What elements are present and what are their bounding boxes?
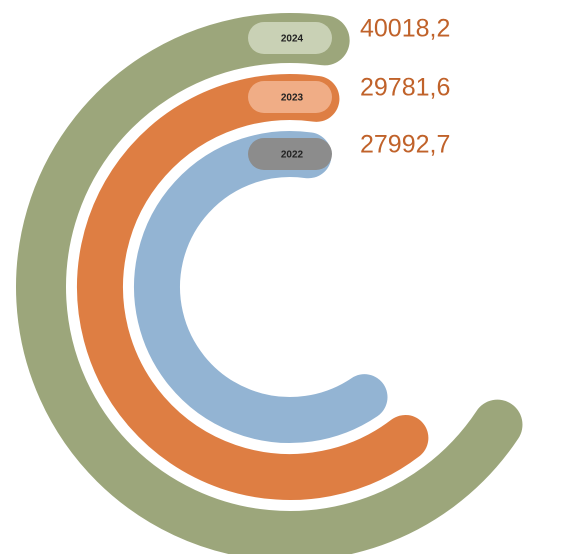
year-label: 2022 (281, 150, 304, 161)
ring-bar (134, 131, 388, 443)
value-label: 29781,6 (360, 74, 450, 102)
value-label: 27992,7 (360, 131, 450, 159)
year-pill (248, 81, 332, 113)
ring-bar (16, 13, 523, 559)
year-pill (248, 138, 332, 170)
year-pill (248, 22, 332, 54)
year-label: 2024 (281, 34, 304, 45)
ring-bar (77, 74, 429, 500)
value-label: 40018,2 (360, 15, 450, 43)
year-label: 2023 (281, 93, 304, 104)
